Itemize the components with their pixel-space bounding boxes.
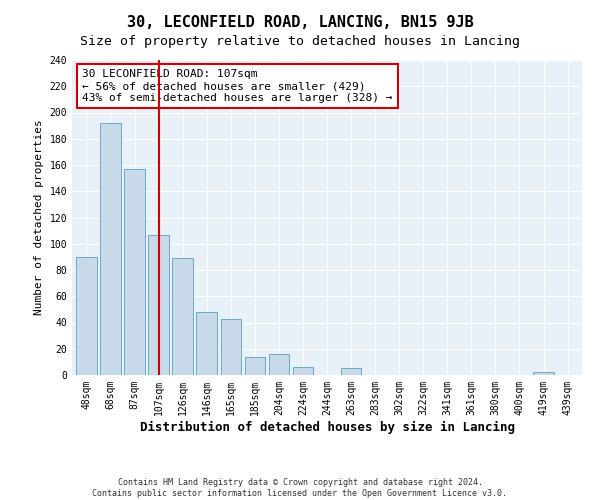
Bar bbox=[533, 372, 554, 375]
Bar bbox=[172, 258, 193, 375]
Text: Contains HM Land Registry data © Crown copyright and database right 2024.
Contai: Contains HM Land Registry data © Crown c… bbox=[92, 478, 508, 498]
Bar bbox=[341, 368, 361, 375]
Bar bbox=[148, 234, 169, 375]
Bar bbox=[245, 356, 265, 375]
Y-axis label: Number of detached properties: Number of detached properties bbox=[34, 120, 44, 316]
Bar bbox=[269, 354, 289, 375]
Text: Size of property relative to detached houses in Lancing: Size of property relative to detached ho… bbox=[80, 35, 520, 48]
Bar bbox=[293, 367, 313, 375]
Bar bbox=[124, 169, 145, 375]
Bar bbox=[76, 257, 97, 375]
Text: 30 LECONFIELD ROAD: 107sqm
← 56% of detached houses are smaller (429)
43% of sem: 30 LECONFIELD ROAD: 107sqm ← 56% of deta… bbox=[82, 70, 392, 102]
Bar bbox=[196, 312, 217, 375]
Bar bbox=[221, 318, 241, 375]
X-axis label: Distribution of detached houses by size in Lancing: Distribution of detached houses by size … bbox=[139, 420, 515, 434]
Bar bbox=[100, 123, 121, 375]
Text: 30, LECONFIELD ROAD, LANCING, BN15 9JB: 30, LECONFIELD ROAD, LANCING, BN15 9JB bbox=[127, 15, 473, 30]
